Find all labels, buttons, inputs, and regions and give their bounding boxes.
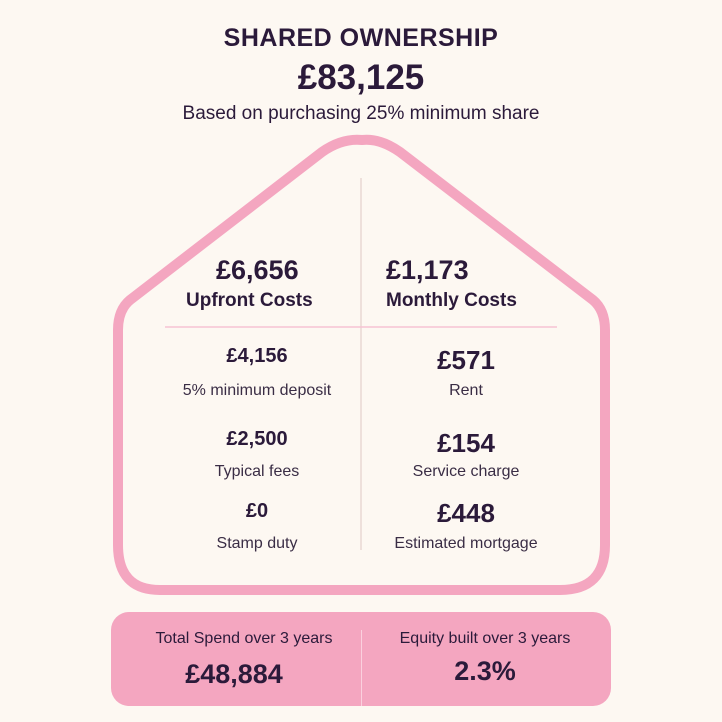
deposit-value: £4,156 [226, 345, 288, 367]
fees-label: Typical fees [214, 463, 300, 480]
mortgage-value: £448 [437, 498, 495, 528]
rent-label: Rent [449, 382, 483, 399]
fees-value: £2,500 [226, 428, 288, 450]
stamp-duty-label: Stamp duty [216, 535, 298, 552]
equity-value: 2.3% [454, 656, 516, 686]
total-spend-label: Total Spend over 3 years [155, 630, 333, 647]
stamp-duty-value: £0 [245, 500, 269, 522]
rent-value: £571 [437, 345, 495, 375]
monthly-total: £1,173 [386, 255, 469, 285]
share-subtitle: Based on purchasing 25% minimum share [182, 103, 540, 124]
total-spend-value: £48,884 [185, 659, 283, 689]
service-charge-label: Service charge [412, 463, 520, 480]
house-outline [113, 134, 610, 595]
page-title: SHARED OWNERSHIP [223, 24, 499, 52]
summary-divider [361, 630, 362, 706]
monthly-heading: Monthly Costs [386, 290, 517, 311]
upfront-heading: Upfront Costs [186, 290, 313, 311]
upfront-total: £6,656 [216, 255, 299, 285]
property-price: £83,125 [297, 58, 425, 97]
equity-label: Equity built over 3 years [399, 630, 571, 647]
service-charge-value: £154 [437, 428, 495, 458]
mortgage-label: Estimated mortgage [394, 535, 538, 552]
deposit-label: 5% minimum deposit [182, 382, 332, 399]
